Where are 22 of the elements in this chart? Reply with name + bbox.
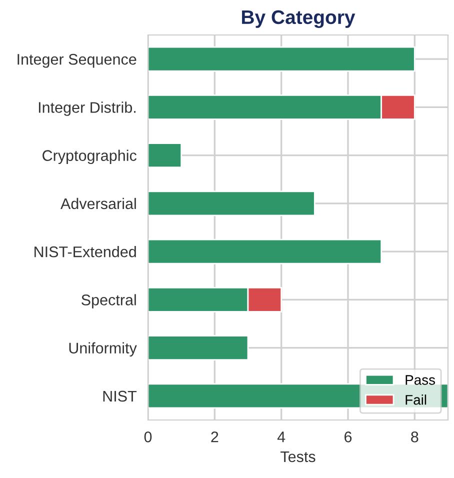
bar	[148, 238, 382, 264]
x-tick-label: 2	[211, 432, 218, 442]
y-tick-label: NIST-Extended	[34, 246, 136, 258]
y-tick-label: NIST	[103, 390, 137, 402]
bar	[148, 46, 416, 72]
y-tick-label: Cryptographic	[42, 150, 136, 164]
bar	[148, 335, 249, 361]
chart-title: By Category	[242, 10, 356, 28]
y-tick-label: Adversarial	[60, 198, 136, 210]
x-tick-label: 8	[411, 432, 418, 442]
bar	[148, 190, 316, 216]
legend-label: Fail	[406, 394, 426, 405]
x-tick-label: 6	[344, 432, 352, 442]
x-axis-title: Tests	[280, 451, 316, 462]
legend-label: Pass	[406, 375, 435, 385]
y-tick-label: Integer Distrib.	[38, 102, 136, 116]
y-tick-label: Spectral	[82, 294, 136, 308]
y-tick-label: Integer Sequence	[18, 54, 136, 68]
bar	[148, 142, 182, 168]
x-tick-label: 0	[144, 432, 152, 442]
y-tick-label: Uniformity	[69, 342, 137, 357]
x-tick-label: 4	[277, 432, 286, 442]
